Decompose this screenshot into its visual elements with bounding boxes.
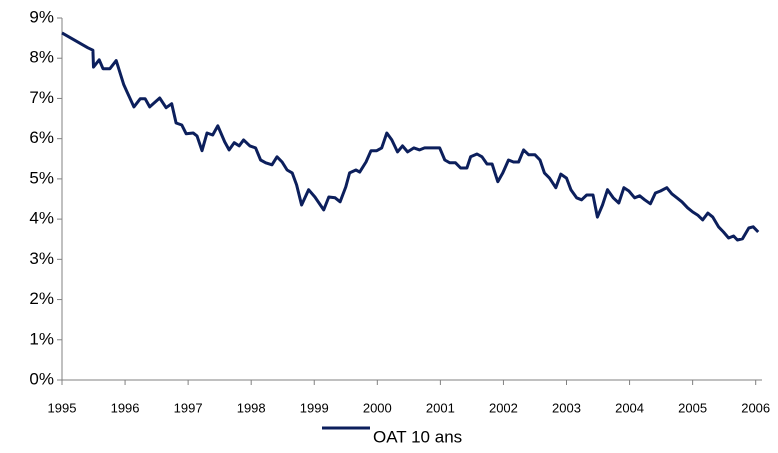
x-tick-label: 2000 — [363, 400, 392, 415]
x-tick-label: 1998 — [237, 400, 266, 415]
y-tick-label: 9% — [29, 7, 54, 26]
y-tick-label: 3% — [29, 249, 54, 268]
x-tick-label: 2001 — [426, 400, 455, 415]
y-tick-label: 4% — [29, 209, 54, 228]
y-tick-label: 2% — [29, 289, 54, 308]
y-tick-label: 0% — [29, 369, 54, 388]
y-tick-label: 5% — [29, 168, 54, 187]
x-tick-label: 2003 — [552, 400, 581, 415]
y-tick-label: 7% — [29, 88, 54, 107]
x-tick-label: 1999 — [300, 400, 329, 415]
data-line — [61, 31, 760, 242]
x-tick-label: 2002 — [489, 400, 518, 415]
x-tick-label: 1995 — [48, 400, 77, 415]
x-tick-label: 1996 — [111, 400, 140, 415]
legend-label: OAT 10 ans — [373, 427, 462, 446]
y-tick-label: 1% — [29, 329, 54, 348]
x-tick-label: 2006 — [741, 400, 770, 415]
y-tick-label: 8% — [29, 48, 54, 67]
x-tick-label: 2004 — [615, 400, 644, 415]
x-tick-label: 2005 — [678, 400, 707, 415]
x-tick-label: 1997 — [174, 400, 203, 415]
y-tick-label: 6% — [29, 128, 54, 147]
